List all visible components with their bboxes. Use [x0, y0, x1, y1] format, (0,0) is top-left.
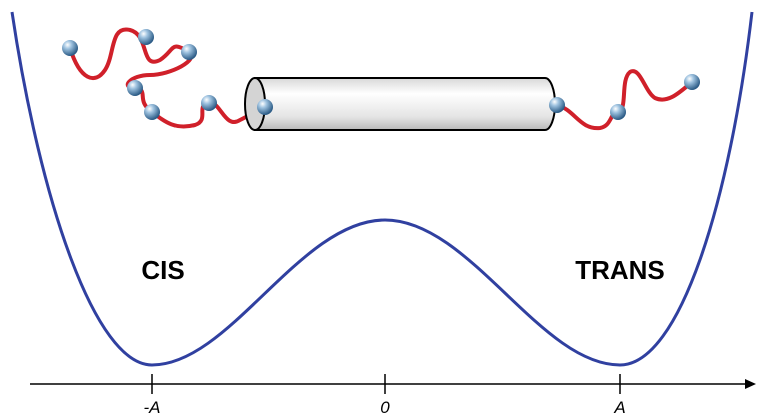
atom: [62, 40, 78, 56]
potential-curve: [10, 11, 754, 367]
axis-arrow: [745, 379, 756, 389]
atom: [201, 95, 217, 111]
atom: [127, 80, 143, 96]
chain: [555, 69, 694, 131]
cis-label: CIS: [141, 255, 184, 285]
tick-label: -A: [144, 398, 161, 417]
chain: [68, 27, 267, 129]
atom: [610, 104, 626, 120]
tick-label: 0: [380, 398, 390, 417]
tick-label: A: [613, 398, 625, 417]
atom: [549, 97, 565, 113]
trans-label: TRANS: [575, 255, 665, 285]
molecule: [62, 27, 700, 131]
cylinder: [254, 77, 556, 131]
atom: [181, 44, 197, 60]
atom: [138, 29, 154, 45]
atom: [684, 74, 700, 90]
atom: [257, 99, 273, 115]
atom: [144, 104, 160, 120]
